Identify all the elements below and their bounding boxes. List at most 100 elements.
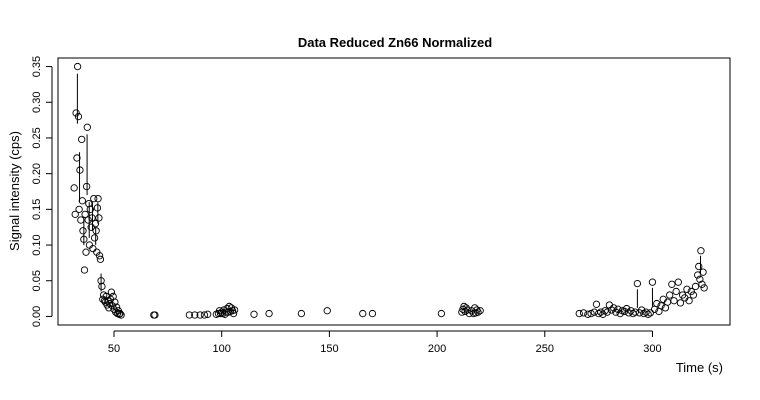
data-point: [78, 197, 86, 205]
x-tick-label: 200: [428, 343, 446, 355]
data-point: [648, 278, 657, 286]
data-point: [633, 279, 642, 288]
data-point: [91, 219, 100, 228]
data-point: [476, 307, 484, 315]
data-point: [676, 299, 685, 307]
data-point: [579, 309, 588, 317]
data-point: [72, 109, 80, 117]
data-point: [674, 278, 682, 286]
data-point: [230, 306, 239, 314]
data-point: [670, 297, 678, 305]
plot-frame: [57, 57, 731, 326]
data-point: [79, 227, 87, 235]
data-point: [700, 284, 708, 292]
y-axis: 0.00 0.05 0.10 0.15 0.20 0.25 0.30 0.35: [31, 56, 53, 327]
data-point: [594, 309, 603, 318]
data-segments: [76, 73, 701, 308]
data-point: [191, 311, 199, 319]
x-axis-label: Time (s): [676, 360, 723, 375]
data-point: [463, 306, 471, 314]
data-point: [77, 216, 85, 224]
data-point: [698, 280, 706, 288]
data-point: [82, 248, 90, 256]
data-point: [699, 268, 707, 276]
data-point: [85, 241, 94, 249]
data-point: [106, 299, 114, 308]
data-point: [672, 287, 680, 296]
data-point: [614, 305, 622, 313]
y-tick-label: 0.20: [31, 163, 43, 184]
data-point: [78, 135, 86, 144]
chart-title: Data Reduced Zn66 Normalized: [298, 35, 492, 50]
data-point: [76, 166, 84, 174]
data-point: [95, 214, 103, 222]
data-point: [82, 182, 91, 191]
data-point: [697, 247, 705, 255]
data-point: [687, 287, 695, 296]
data-point: [95, 252, 104, 260]
y-tick-label: 0.25: [31, 127, 43, 148]
data-point: [80, 266, 89, 274]
data-point: [151, 311, 159, 319]
data-point: [622, 304, 631, 313]
y-tick-label: 0.10: [31, 234, 43, 255]
data-point: [474, 308, 482, 316]
data-point: [98, 282, 106, 291]
data-point: [204, 310, 212, 318]
data-point: [638, 306, 646, 314]
data-point: [96, 255, 105, 263]
data-point: [297, 309, 306, 318]
data-point: [657, 302, 665, 310]
data-point: [87, 223, 95, 231]
data-point: [437, 309, 446, 318]
data-point: [599, 310, 607, 318]
data-point: [92, 227, 100, 235]
data-point: [71, 210, 79, 218]
x-tick-label: 150: [320, 343, 338, 355]
data-point: [80, 235, 88, 243]
data-point: [73, 154, 81, 162]
data-point: [642, 308, 650, 316]
data-point: [111, 298, 119, 306]
data-point: [90, 194, 98, 203]
x-tick-label: 50: [108, 343, 120, 355]
data-point: [668, 280, 676, 288]
data-point: [250, 310, 258, 318]
y-tick-label: 0.35: [31, 56, 43, 77]
data-point: [575, 309, 583, 318]
data-point: [359, 309, 367, 318]
data-point: [323, 307, 331, 315]
y-tick-label: 0.30: [31, 92, 43, 113]
data-points: [70, 62, 708, 319]
data-point: [265, 309, 273, 318]
data-point: [90, 234, 99, 242]
data-point: [666, 291, 674, 299]
data-point: [683, 285, 691, 293]
data-point: [689, 291, 698, 299]
data-point: [89, 244, 97, 253]
data-point: [107, 288, 116, 296]
data-point: [73, 62, 82, 71]
data-point: [97, 277, 105, 285]
x-axis: 50 100 150 200 250 300: [108, 330, 662, 355]
data-point: [695, 262, 703, 271]
data-point: [93, 204, 102, 212]
data-point: [631, 308, 639, 316]
y-tick-label: 0.05: [31, 270, 43, 291]
data-point: [116, 309, 124, 318]
data-point: [200, 311, 209, 319]
data-point: [685, 297, 693, 305]
data-point: [610, 304, 618, 312]
data-point: [587, 309, 595, 318]
data-point: [691, 282, 700, 291]
data-point: [83, 123, 91, 131]
y-tick-label: 0.00: [31, 306, 43, 327]
data-point: [94, 194, 102, 203]
y-axis-label: Signal intensity (cps): [7, 131, 22, 251]
x-tick-label: 250: [536, 343, 554, 355]
data-point: [74, 112, 83, 121]
data-point: [603, 308, 611, 316]
x-tick-label: 100: [213, 343, 231, 355]
data-point: [368, 309, 377, 318]
